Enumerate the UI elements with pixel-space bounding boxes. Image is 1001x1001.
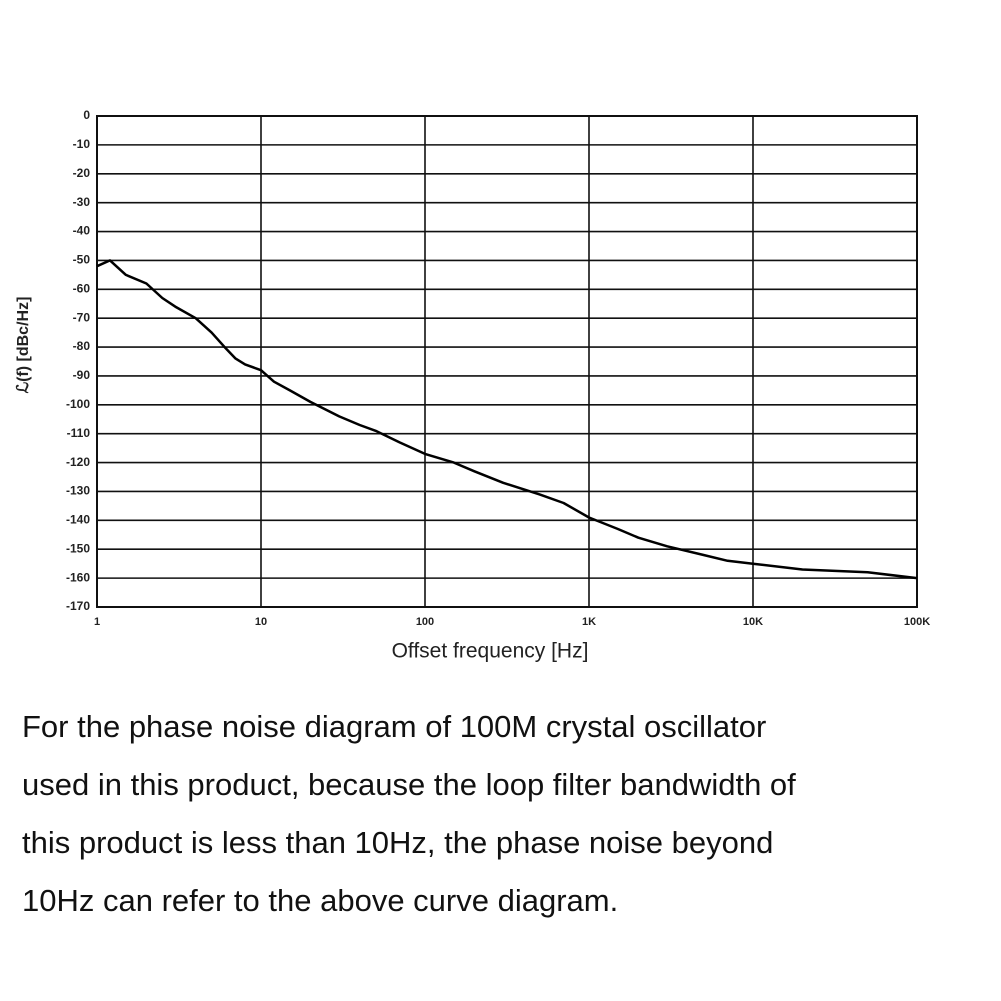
x-axis-label: Offset frequency [Hz] <box>392 640 589 663</box>
x-tick-label: 1K <box>582 616 596 628</box>
y-tick-label: -80 <box>73 339 91 353</box>
y-tick-label: -100 <box>66 397 90 411</box>
x-tick-label: 100K <box>904 616 930 628</box>
chart: Offset frequency [Hz] ℒ(f) [dBc/Hz] 0 -10… <box>15 108 930 663</box>
y-tick-label: 0 <box>83 108 90 122</box>
y-tick-label: -140 <box>66 513 90 527</box>
y-tick-label: -160 <box>66 570 90 584</box>
y-tick-label: -20 <box>73 166 91 180</box>
y-tick-label: -90 <box>73 368 91 382</box>
caption-line: 10Hz can refer to the above curve diagra… <box>22 883 619 918</box>
y-tick-label: -50 <box>73 253 91 267</box>
y-tick-label: -40 <box>73 224 91 238</box>
y-tick-label: -60 <box>73 281 91 295</box>
caption: For the phase noise diagram of 100M crys… <box>22 698 796 930</box>
x-tick-label: 10 <box>255 616 267 628</box>
x-tick-label: 10K <box>743 616 763 628</box>
x-tick-label: 100 <box>416 616 434 628</box>
data-line <box>96 259 918 580</box>
y-tick-label: -10 <box>73 137 91 151</box>
plot-frame <box>96 115 918 608</box>
y-tick-label: -110 <box>67 426 91 440</box>
y-tick-label: -150 <box>66 541 90 555</box>
caption-line: used in this product, because the loop f… <box>22 767 796 802</box>
y-tick-label: -120 <box>66 455 90 469</box>
y-tick-label: -170 <box>66 599 90 613</box>
caption-line: this product is less than 10Hz, the phas… <box>22 825 774 860</box>
y-tick-label: -70 <box>73 310 91 324</box>
caption-line: For the phase noise diagram of 100M crys… <box>22 709 767 744</box>
y-axis-label: ℒ(f) [dBc/Hz] <box>15 297 32 394</box>
y-tick-label: -30 <box>73 195 91 209</box>
y-tick-label: -130 <box>66 484 90 498</box>
x-tick-label: 1 <box>94 616 100 628</box>
